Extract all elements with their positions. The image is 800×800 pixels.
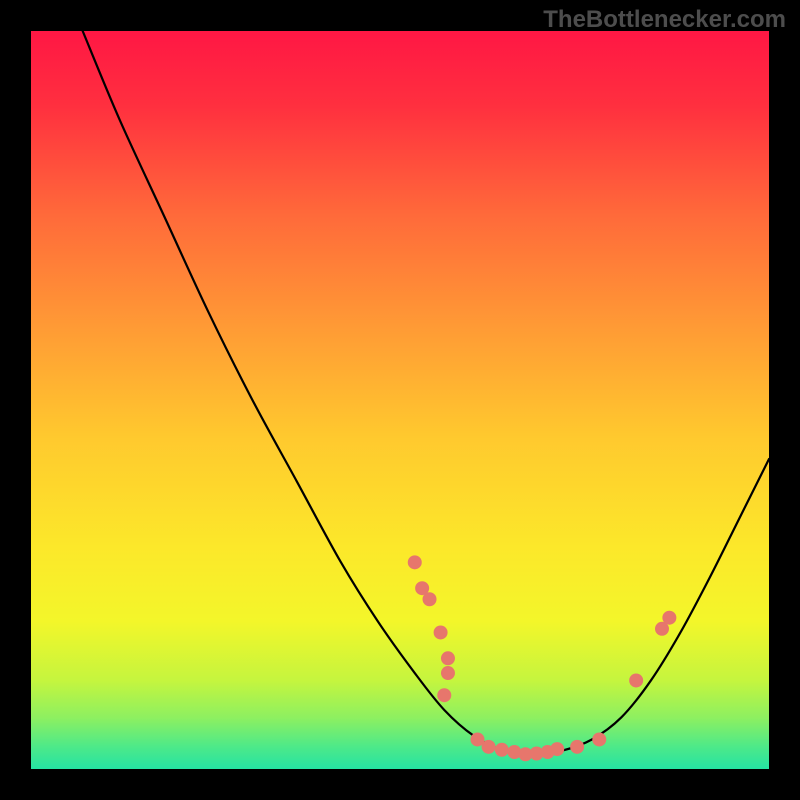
data-marker	[592, 732, 606, 746]
data-marker	[495, 743, 509, 757]
data-marker	[441, 651, 455, 665]
bottleneck-curve-chart	[31, 31, 769, 769]
data-marker	[423, 592, 437, 606]
data-marker	[434, 625, 448, 639]
data-marker	[550, 742, 564, 756]
gradient-background	[31, 31, 769, 769]
chart-container: TheBottlenecker.com	[0, 0, 800, 800]
data-marker	[662, 611, 676, 625]
data-marker	[441, 666, 455, 680]
data-marker	[629, 673, 643, 687]
data-marker	[570, 740, 584, 754]
data-marker	[437, 688, 451, 702]
watermark-text: TheBottlenecker.com	[543, 6, 786, 34]
data-marker	[482, 740, 496, 754]
data-marker	[408, 555, 422, 569]
